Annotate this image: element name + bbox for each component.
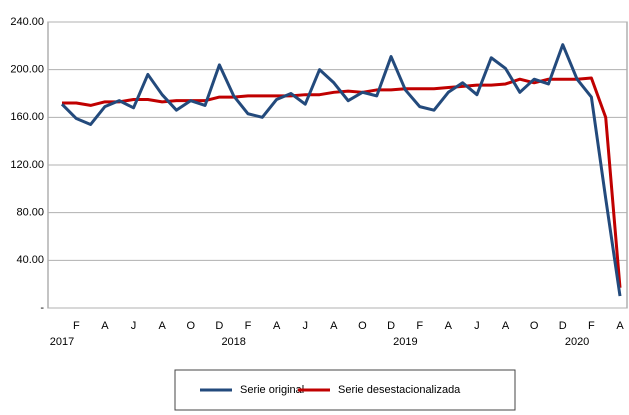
y-tick-label: 200.00 — [10, 64, 44, 76]
x-group-label: 2018 — [221, 336, 245, 348]
x-tick-label: O — [530, 320, 539, 332]
x-tick-label: A — [445, 320, 453, 332]
legend-label: Serie original — [240, 384, 304, 396]
y-tick-label: 80.00 — [16, 207, 44, 219]
x-tick-label: A — [502, 320, 510, 332]
x-tick-label: A — [616, 320, 624, 332]
x-tick-label: D — [215, 320, 223, 332]
y-tick-label: 240.00 — [10, 16, 44, 28]
x-tick-label: A — [158, 320, 166, 332]
x-tick-label: D — [387, 320, 395, 332]
x-group-label: 2017 — [50, 336, 74, 348]
legend-label: Serie desestacionalizada — [338, 384, 461, 396]
series-line — [60, 43, 622, 297]
x-tick-label: O — [358, 320, 367, 332]
y-tick-label: 40.00 — [16, 254, 44, 266]
x-tick-label: F — [416, 320, 423, 332]
x-tick-label: O — [186, 320, 195, 332]
x-tick-label: F — [588, 320, 595, 332]
x-tick-label: A — [101, 320, 109, 332]
x-tick-label: J — [302, 320, 308, 332]
y-tick-label: - — [40, 302, 44, 314]
x-tick-label: F — [73, 320, 80, 332]
y-tick-label: 160.00 — [10, 111, 44, 123]
x-tick-label: J — [131, 320, 137, 332]
x-tick-label: D — [559, 320, 567, 332]
x-tick-label: J — [474, 320, 480, 332]
y-tick-label: 120.00 — [10, 159, 44, 171]
x-tick-label: A — [273, 320, 281, 332]
x-tick-label: F — [245, 320, 252, 332]
x-group-label: 2020 — [565, 336, 589, 348]
series-line — [62, 76, 622, 288]
x-group-label: 2019 — [393, 336, 417, 348]
x-tick-label: A — [330, 320, 338, 332]
